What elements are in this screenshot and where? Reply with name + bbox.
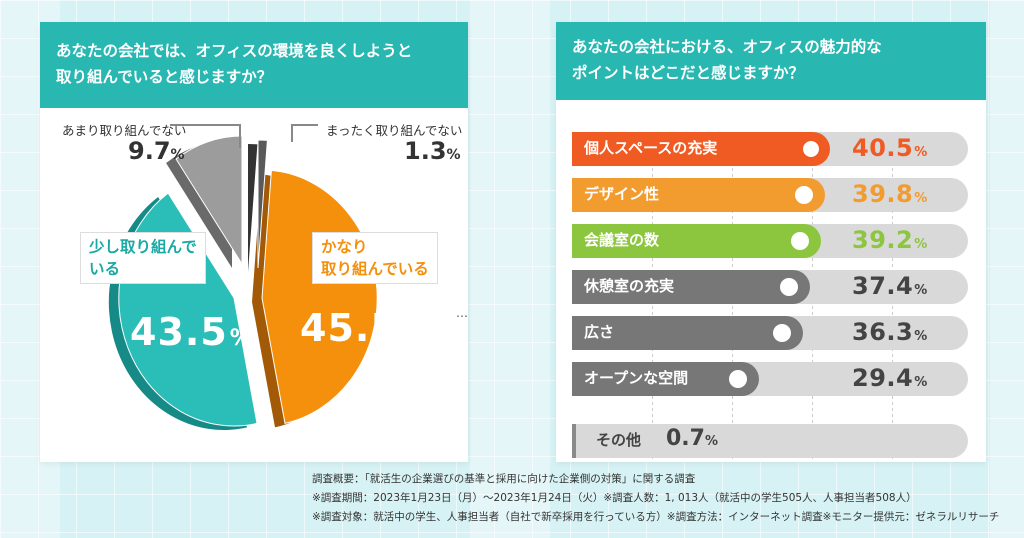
value-unit: % — [914, 145, 928, 160]
bar-label: その他 — [596, 431, 642, 449]
bar-row-other: その他 0.7% — [572, 424, 968, 458]
bar — [572, 424, 576, 458]
pie-panel-title: あなたの会社では、オフィスの環境を良くしようと 取り組んでいると感じますか？ — [40, 22, 468, 108]
bar — [572, 224, 821, 258]
value-unit: % — [399, 322, 423, 347]
bar-row: 休憩室の充実 37.4% — [572, 270, 968, 304]
value-unit: % — [914, 283, 928, 298]
value-unit: % — [446, 147, 461, 163]
bar-value: 0.7% — [666, 426, 718, 451]
bar-value: 39.2% — [852, 226, 928, 254]
bar-label: 休憩室の充実 — [584, 277, 675, 295]
bar-label: オープンな空間 — [584, 369, 689, 387]
pie-label-mattaku: まったく取り組んでない — [326, 123, 463, 138]
value-number: 29.4 — [852, 364, 914, 392]
ellipsis: … — [456, 306, 468, 320]
bar-panel-title: あなたの会社における、オフィスの魅力的な ポイントはどこだと感じますか？ — [556, 22, 986, 100]
pie-label-sukoshi: 少し取り組んで いる — [80, 232, 206, 284]
label-line: いる — [89, 260, 121, 278]
value-number: 40.5 — [852, 134, 914, 162]
bar-end-dot — [795, 186, 813, 204]
pie-value-mattaku: 1.3% — [404, 137, 461, 165]
value-unit: % — [914, 191, 928, 206]
bar-end-dot — [791, 232, 809, 250]
value-number: 0.7 — [666, 426, 705, 451]
label-line: 少し取り組んで — [89, 238, 197, 256]
background-beam — [990, 0, 1024, 538]
bar-value: 29.4% — [852, 364, 928, 392]
bar — [572, 270, 810, 304]
title-line: ポイントはどこだと感じますか？ — [572, 64, 805, 82]
value-number: 1.3 — [404, 137, 447, 165]
bar-row: オープンな空間 29.4% — [572, 362, 968, 396]
value-number: 39.2 — [852, 226, 914, 254]
bar-end-dot — [800, 138, 822, 160]
bar-track — [572, 424, 968, 458]
value-unit: % — [170, 147, 185, 163]
bar-value: 36.3% — [852, 318, 928, 346]
value-unit: % — [229, 326, 253, 351]
bar-row: 個人スペースの充実 40.5% — [572, 132, 968, 166]
footer-line: 調査概要：「就活生の企業選びの基準と採用に向けた企業側の対策」に関する調査 — [312, 473, 696, 485]
value-number: 36.3 — [852, 318, 914, 346]
bar — [572, 132, 830, 166]
bar-value: 39.8% — [852, 180, 928, 208]
bar-row: 会議室の数 39.2% — [572, 224, 968, 258]
bar-value: 37.4% — [852, 272, 928, 300]
bar-label: 会議室の数 — [584, 231, 660, 249]
value-number: 45.5 — [300, 306, 398, 350]
footer-line: ※調査対象：就活中の学生、人事担当者（自社で新卒採用を行っている方）※調査方法：… — [312, 511, 1000, 523]
bar-end-dot — [773, 324, 791, 342]
bar-row: 広さ 36.3% — [572, 316, 968, 350]
label-line: かなり — [321, 238, 368, 256]
pie-value-amari: 9.7% — [128, 137, 185, 165]
value-number: 43.5 — [130, 310, 228, 354]
bar-value: 40.5% — [852, 134, 928, 162]
bar-row: デザイン性 39.8% — [572, 178, 968, 212]
background-beam — [470, 0, 550, 538]
bar-end-dot — [780, 278, 798, 296]
bar-panel: あなたの会社における、オフィスの魅力的な ポイントはどこだと感じますか？ 個人ス… — [556, 22, 986, 462]
value-unit: % — [704, 434, 719, 449]
value-unit: % — [914, 329, 928, 344]
pie-label-amari: あまり取り組んでない — [62, 123, 187, 138]
title-line: あなたの会社における、オフィスの魅力的な — [572, 38, 882, 56]
bar-label: 広さ — [584, 323, 615, 341]
bar-end-dot — [729, 370, 747, 388]
label-line: 取り組んでいる — [321, 260, 429, 278]
bar-label: デザイン性 — [584, 185, 660, 203]
bar — [572, 316, 803, 350]
value-number: 37.4 — [852, 272, 914, 300]
title-line: あなたの会社では、オフィスの環境を良くしようと — [56, 42, 413, 60]
bar — [572, 178, 825, 212]
value-unit: % — [914, 237, 928, 252]
value-number: 39.8 — [852, 180, 914, 208]
bar-label: 個人スペースの充実 — [584, 139, 718, 157]
pie-value-sukoshi: 43.5% — [130, 310, 253, 354]
title-line: 取り組んでいると感じますか？ — [56, 68, 273, 86]
pie-label-kanari: かなり 取り組んでいる — [312, 232, 438, 284]
survey-footer: 調査概要：「就活生の企業選びの基準と採用に向けた企業側の対策」に関する調査 ※調… — [312, 470, 999, 527]
value-unit: % — [914, 375, 928, 390]
pie-value-kanari: 45.5% — [300, 306, 423, 350]
footer-line: ※調査期間：2023年1月23日（月）〜2023年1月24日（火）※調査人数：1… — [312, 492, 917, 504]
value-number: 9.7 — [128, 137, 171, 165]
bar — [572, 362, 759, 396]
